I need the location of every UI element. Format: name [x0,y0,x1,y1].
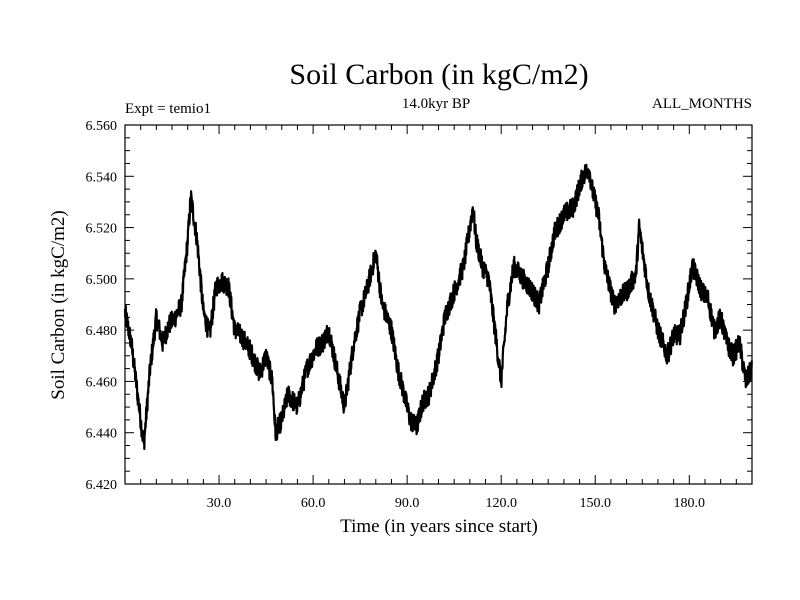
y-tick-label: 6.420 [86,478,118,493]
x-tick-label: 30.0 [207,496,232,511]
y-tick-label: 6.540 [86,170,118,185]
x-tick-label: 180.0 [674,496,706,511]
expt-label: Expt = temio1 [125,101,211,117]
x-tick-label: 150.0 [580,496,612,511]
chart-title: Soil Carbon (in kgC/m2) [289,58,588,91]
x-tick-label: 120.0 [485,496,517,511]
x-tick-label: 60.0 [301,496,326,511]
y-tick-label: 6.520 [86,222,118,237]
y-axis-label: Soil Carbon (in kgC/m2) [48,210,69,399]
series-line-soil-carbon [123,163,754,451]
x-tick-label: 90.0 [395,496,420,511]
x-tick-labels: 30.0 60.0 90.0 120.0 150.0 180.0 [207,496,705,511]
plot-frame [124,124,753,485]
months-label: ALL_MONTHS [652,96,752,112]
y-tick-label: 6.460 [86,375,118,390]
period-label: 14.0kyr BP [402,96,470,112]
y-tick-labels: 6.420 6.440 6.460 6.480 6.500 6.520 6.540 6.560 [86,119,118,493]
y-tick-label: 6.480 [86,324,118,339]
y-tick-label: 6.500 [86,273,118,288]
axis-ticks [125,125,752,484]
x-axis-label: Time (in years since start) [340,516,538,537]
y-tick-label: 6.440 [86,427,118,442]
y-tick-label: 6.560 [86,119,118,134]
